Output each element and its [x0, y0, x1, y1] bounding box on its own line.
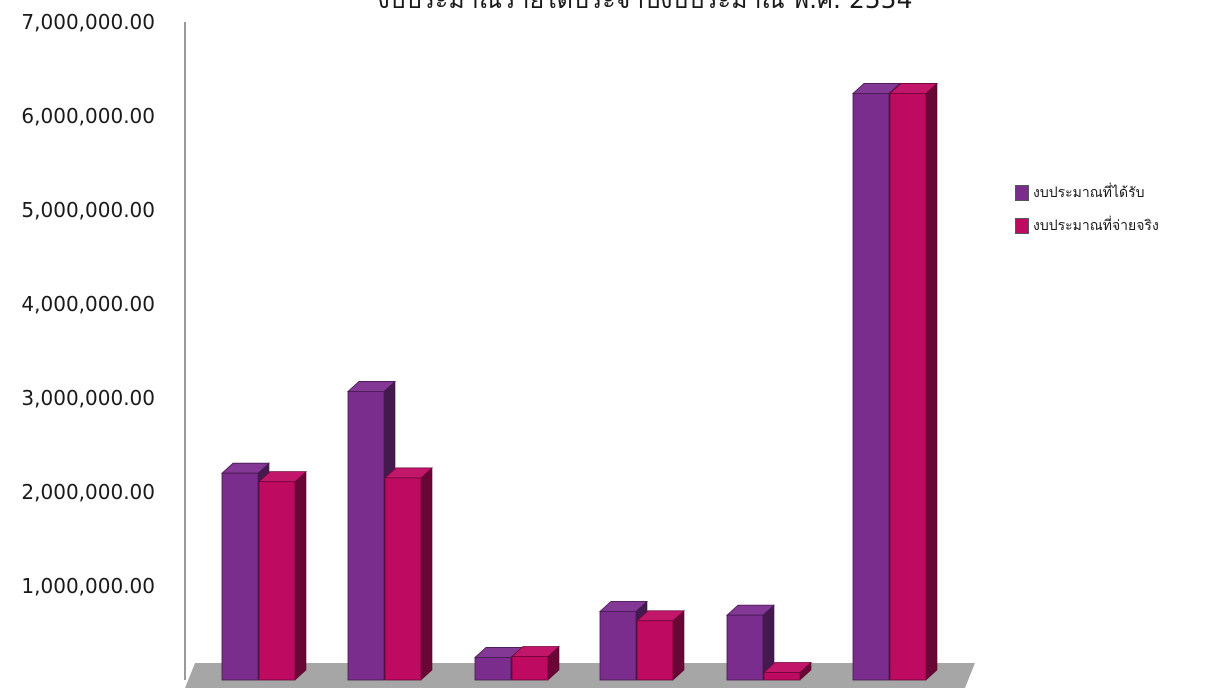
legend-swatch-received — [1015, 184, 1029, 201]
legend: งบประมาณที่ได้รับ งบประมาณที่จ่ายจริง — [1015, 181, 1205, 247]
bar — [852, 93, 890, 681]
y-tick-label: 5,000,000.00 — [21, 198, 155, 222]
bar — [347, 391, 385, 681]
y-tick-label: 6,000,000.00 — [21, 104, 155, 128]
bar — [763, 672, 801, 681]
bar-side — [672, 610, 685, 681]
bar — [889, 93, 927, 681]
bar-side — [420, 467, 433, 681]
y-tick-label: 2,000,000.00 — [21, 480, 155, 504]
legend-swatch-spent — [1015, 217, 1029, 234]
y-tick-label: 4,000,000.00 — [21, 292, 155, 316]
bar — [511, 656, 549, 681]
y-tick-label: 3,000,000.00 — [21, 386, 155, 410]
y-tick-label: 7,000,000.00 — [21, 10, 155, 34]
bar-side — [925, 82, 938, 681]
bar — [726, 614, 764, 681]
chart-title: งบประมาณรายได้ประจำปีงบประมาณ พ.ศ. 2554 — [378, 0, 913, 14]
legend-item-spent: งบประมาณที่จ่ายจริง — [1015, 214, 1205, 237]
bar-side — [294, 470, 307, 681]
bar — [599, 610, 637, 681]
bar — [258, 481, 296, 681]
y-tick-label: 1,000,000.00 — [21, 574, 155, 598]
bar — [384, 477, 422, 681]
bar — [474, 657, 512, 681]
bar — [636, 620, 674, 681]
legend-item-received: งบประมาณที่ได้รับ — [1015, 181, 1205, 204]
bars-group — [220, 82, 939, 681]
legend-label-received: งบประมาณที่ได้รับ — [1033, 184, 1145, 201]
bar — [221, 472, 259, 681]
legend-label-spent: งบประมาณที่จ่ายจริง — [1033, 217, 1159, 234]
y-axis-ticks: 1,000,000.00 2,000,000.00 3,000,000.00 4,00… — [21, 10, 155, 598]
